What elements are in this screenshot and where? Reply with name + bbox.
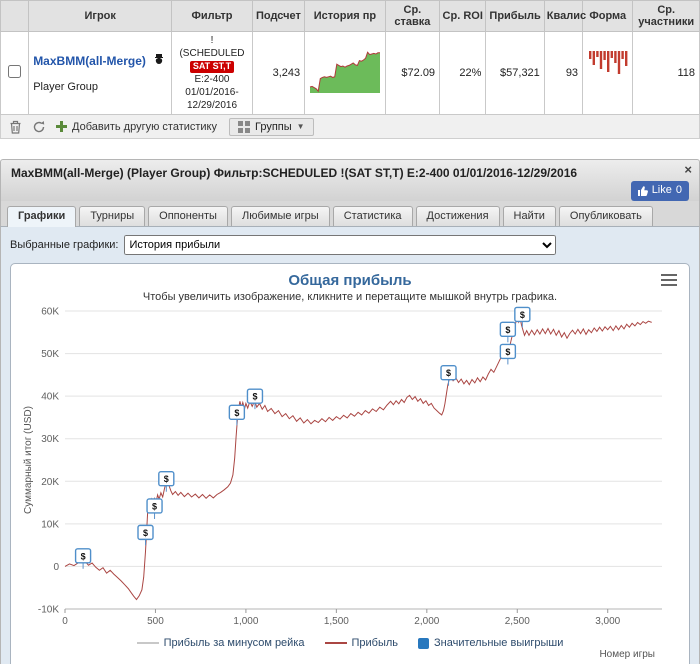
svg-text:0: 0 bbox=[62, 616, 68, 627]
col-qualifies[interactable]: Квалис bbox=[543, 0, 586, 32]
blue-square-swatch bbox=[418, 637, 430, 649]
tab-tournaments[interactable]: Турниры bbox=[79, 206, 146, 226]
avg-roi-value: 22% bbox=[439, 31, 487, 115]
filter-badge: SAT ST,T bbox=[189, 61, 235, 73]
gray-line-swatch bbox=[136, 642, 159, 644]
count-value: 3,243 bbox=[251, 31, 306, 115]
svg-text:$: $ bbox=[164, 474, 169, 484]
svg-text:1,500: 1,500 bbox=[324, 616, 349, 627]
form-mini-chart bbox=[589, 50, 628, 74]
svg-text:20K: 20K bbox=[41, 477, 59, 488]
chart-legend: Прибыль за минусом рейка Прибыль Значите… bbox=[19, 637, 681, 649]
svg-text:$: $ bbox=[252, 392, 257, 402]
svg-text:$: $ bbox=[520, 310, 525, 320]
svg-text:10K: 10K bbox=[41, 519, 59, 530]
tab-achievements[interactable]: Достижения bbox=[415, 206, 500, 226]
player-type: Player Group bbox=[33, 81, 98, 93]
svg-text:40K: 40K bbox=[41, 392, 59, 403]
svg-text:50K: 50K bbox=[41, 349, 59, 360]
col-checkbox bbox=[0, 0, 30, 32]
tab-charts[interactable]: Графики bbox=[7, 206, 77, 227]
chart-subtitle: Чтобы увеличить изображение, кликните и … bbox=[142, 291, 558, 303]
plus-chart-icon bbox=[56, 121, 67, 132]
chart-select[interactable]: История прибыли bbox=[124, 235, 557, 255]
svg-text:$: $ bbox=[505, 325, 510, 335]
red-line-swatch bbox=[324, 642, 347, 644]
chart-card: Общая прибыль Чтобы увеличить изображени… bbox=[10, 263, 690, 664]
col-history[interactable]: История пр bbox=[304, 0, 386, 32]
legend-item-rake-free[interactable]: Прибыль за минусом рейка bbox=[136, 637, 305, 649]
stats-table: Игрок Фильтр Подсчет История пр Ср. став… bbox=[0, 0, 700, 115]
svg-text:60K: 60K bbox=[41, 307, 59, 318]
col-filter[interactable]: Фильтр bbox=[171, 0, 253, 32]
svg-text:3,000: 3,000 bbox=[595, 616, 620, 627]
table-header-row: Игрок Фильтр Подсчет История пр Ср. став… bbox=[0, 0, 700, 32]
col-avg-entrants[interactable]: Ср. участники bbox=[632, 0, 700, 32]
player-panel: MaxBMM(all-Merge) (Player Group) Фильтр:… bbox=[0, 159, 700, 664]
svg-text:$: $ bbox=[505, 347, 510, 357]
svg-text:$: $ bbox=[234, 408, 239, 418]
chart-title: Общая прибыль bbox=[288, 272, 412, 289]
refresh-icon[interactable] bbox=[31, 119, 47, 135]
col-avg-roi[interactable]: Ср. ROI bbox=[439, 0, 487, 32]
tab-favorite-games[interactable]: Любимые игры bbox=[230, 206, 330, 226]
col-profit[interactable]: Прибыль bbox=[485, 0, 545, 32]
legend-item-big-wins[interactable]: Значительные выигрыши bbox=[418, 637, 563, 649]
facebook-like-button[interactable]: Like 0 bbox=[630, 181, 689, 201]
tab-publish[interactable]: Опубликовать bbox=[558, 206, 653, 226]
avg-entrants-value: 118 bbox=[632, 31, 700, 115]
row-checkbox[interactable] bbox=[8, 65, 22, 78]
trash-icon[interactable] bbox=[7, 119, 23, 135]
tab-opponents[interactable]: Оппоненты bbox=[148, 206, 228, 226]
tab-statistics[interactable]: Статистика bbox=[332, 206, 413, 226]
chart-menu-icon[interactable] bbox=[661, 274, 677, 289]
grid-icon bbox=[238, 120, 250, 133]
tab-bar: Графики Турниры Оппоненты Любимые игры С… bbox=[0, 201, 700, 227]
panel-body: Выбранные графики: История прибыли Общая… bbox=[0, 227, 700, 664]
table-row: MaxBMM(all-Merge) Player Group ! (SCHEDU… bbox=[0, 31, 700, 115]
svg-text:-10K: -10K bbox=[38, 605, 59, 616]
player-name-link[interactable]: MaxBMM(all-Merge) bbox=[33, 54, 146, 68]
svg-text:Суммарный итог (USD): Суммарный итог (USD) bbox=[23, 406, 34, 514]
toolbar: Добавить другую статистику Группы ▼ bbox=[0, 115, 700, 139]
svg-text:30K: 30K bbox=[41, 434, 59, 445]
svg-text:2,000: 2,000 bbox=[414, 616, 439, 627]
tab-find[interactable]: Найти bbox=[502, 206, 556, 226]
filter-cell: ! (SCHEDULED SAT ST,T E:2-400 01/01/2016… bbox=[171, 31, 253, 115]
legend-item-profit[interactable]: Прибыль bbox=[324, 637, 398, 649]
svg-text:$: $ bbox=[81, 551, 86, 561]
selected-charts-label: Выбранные графики: bbox=[10, 239, 119, 251]
col-avg-stake[interactable]: Ср. ставка bbox=[384, 0, 441, 32]
svg-text:2,500: 2,500 bbox=[505, 616, 530, 627]
panel-header: MaxBMM(all-Merge) (Player Group) Фильтр:… bbox=[0, 159, 700, 201]
spy-icon bbox=[152, 53, 166, 69]
form-cell bbox=[582, 31, 634, 115]
svg-text:1,000: 1,000 bbox=[233, 616, 258, 627]
avg-stake-value: $72.09 bbox=[384, 31, 441, 115]
groups-button[interactable]: Группы ▼ bbox=[229, 117, 314, 136]
profit-value: $57,321 bbox=[485, 31, 545, 115]
col-count[interactable]: Подсчет bbox=[251, 0, 306, 32]
player-cell: MaxBMM(all-Merge) Player Group bbox=[28, 31, 173, 115]
add-statistic-button[interactable]: Добавить другую статистику bbox=[55, 120, 217, 133]
svg-text:$: $ bbox=[143, 528, 148, 538]
col-form[interactable]: Форма bbox=[582, 0, 634, 32]
svg-text:$: $ bbox=[446, 368, 451, 378]
thumbs-up-icon bbox=[637, 186, 648, 197]
close-icon[interactable]: × bbox=[684, 162, 692, 177]
row-checkbox-cell bbox=[0, 31, 30, 115]
history-sparkline bbox=[309, 50, 381, 93]
svg-text:$: $ bbox=[152, 501, 157, 511]
qualifies-value: 93 bbox=[543, 31, 584, 115]
chevron-down-icon: ▼ bbox=[296, 122, 305, 131]
svg-text:0: 0 bbox=[53, 562, 59, 573]
history-cell bbox=[304, 31, 386, 115]
col-player[interactable]: Игрок bbox=[28, 0, 173, 32]
svg-text:500: 500 bbox=[147, 616, 164, 627]
x-axis-title: Номер игры bbox=[599, 649, 655, 660]
panel-title: MaxBMM(all-Merge) (Player Group) Фильтр:… bbox=[11, 166, 578, 180]
